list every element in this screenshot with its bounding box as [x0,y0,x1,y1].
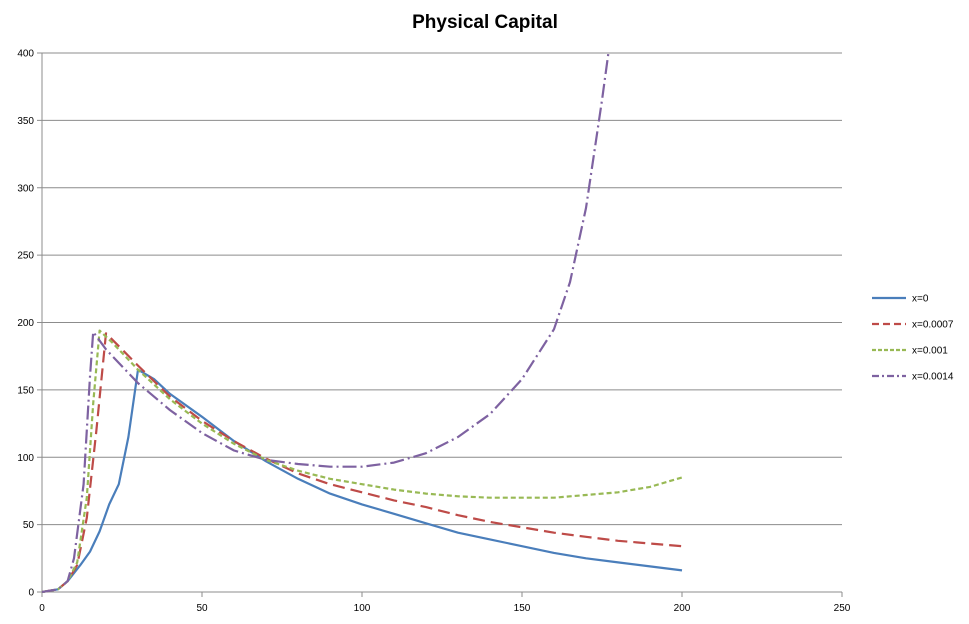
legend-label-2: x=0.001 [912,346,948,357]
gridlines [42,52,842,526]
x-tick-label: 250 [834,603,851,614]
x-tick-label: 100 [354,603,371,614]
x-tick-label: 50 [196,603,208,614]
y-tick-label: 300 [17,183,34,194]
y-tick-label: 200 [17,318,34,329]
y-tick-label: 250 [17,251,34,262]
series-lines [42,52,683,593]
legend-label-1: x=0.0007 [912,320,954,331]
x-tick-label: 200 [674,603,691,614]
legend-label-0: x=0 [912,294,929,305]
axes: 0 50 100 150 200 250 300 350 400 0 50 100 150 200 250 [17,49,850,615]
legend: x=0 x=0.0007 x=0.001 x=0.0014 [872,294,954,383]
y-tick-label: 150 [17,385,34,396]
series-line-3 [42,52,610,593]
y-tick-label: 50 [23,520,35,531]
x-tick-label: 0 [39,603,45,614]
legend-label-3: x=0.0014 [912,372,954,383]
y-tick-label: 350 [17,116,34,127]
series-line-1 [42,332,683,593]
y-tick-label: 400 [17,49,34,60]
x-tick-label: 150 [514,603,531,614]
y-tick-label: 100 [17,453,34,464]
y-tick-label: 0 [28,588,34,599]
chart-title: Physical Capital [412,12,558,33]
series-line-0 [42,368,683,593]
series-line-2 [42,329,683,593]
